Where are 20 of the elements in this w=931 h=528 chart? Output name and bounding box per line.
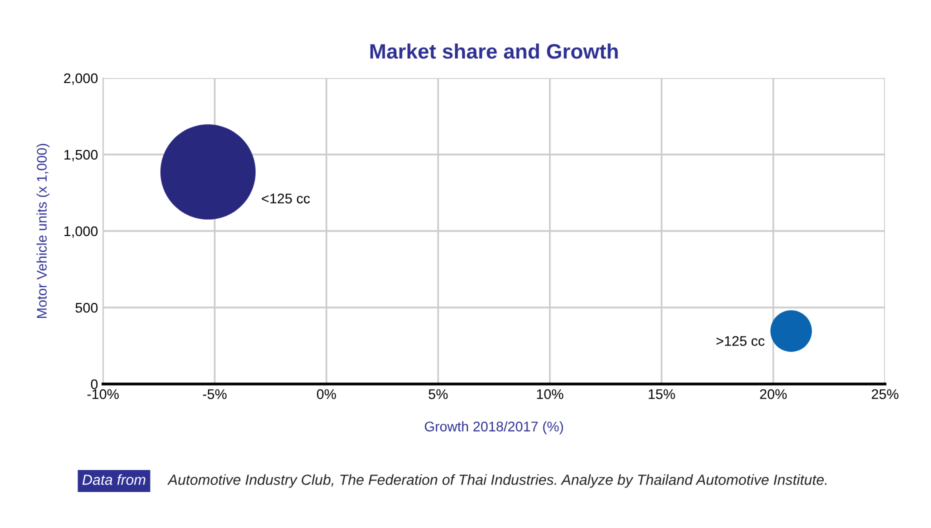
text: Data from — [82, 474, 146, 485]
y-tick-label: 1,500 — [64, 150, 98, 162]
text: Automotive Industry Club, The Federation of Thai Industries. Analyze by Thailand Automotive Institute. — [167, 474, 827, 488]
x-tick-label: 0% — [316, 389, 336, 400]
x-tick-label: 15% — [648, 389, 675, 400]
x-tick-label: 20% — [760, 389, 787, 400]
y-axis-title: Motor Vehicle units (x 1,000) — [36, 144, 50, 318]
x-tick-label: 5% — [428, 389, 448, 400]
x-tick-label: -5% — [202, 389, 227, 400]
y-tick-label: 1,000 — [64, 226, 98, 238]
y-tick-label: 500 — [76, 302, 98, 313]
x-axis-title: Growth 2018/2017 (%) — [424, 421, 564, 434]
series-label: <125 cc — [262, 194, 310, 204]
x-tick-label: -10% — [87, 389, 119, 400]
x-tick-label: 25% — [872, 389, 898, 400]
x-tick-label: 10% — [537, 389, 564, 400]
series-label: >125 cc — [716, 336, 764, 346]
chart-title: Market share and Growth — [370, 43, 618, 59]
y-tick-label: 2,000 — [64, 73, 98, 85]
y-tick-label: 0 — [90, 379, 98, 390]
